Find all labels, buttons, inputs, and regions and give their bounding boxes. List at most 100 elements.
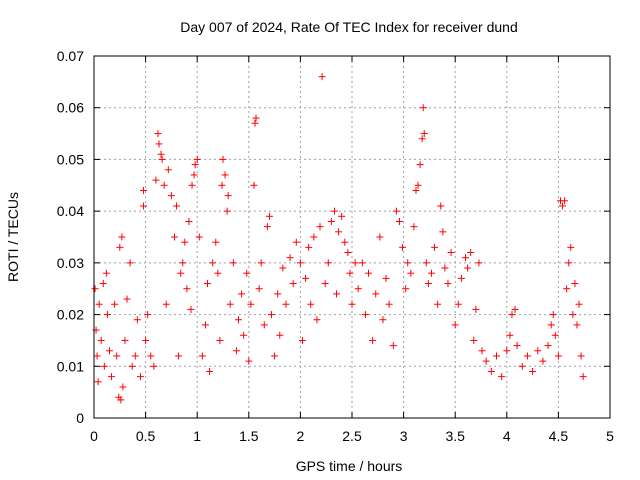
data-point [346, 269, 354, 277]
data-point [559, 202, 567, 210]
data-point [201, 321, 209, 329]
data-point [276, 331, 284, 339]
data-point [105, 347, 113, 355]
data-point [511, 305, 519, 313]
data-point [177, 269, 185, 277]
data-point [523, 352, 531, 360]
data-point [369, 336, 377, 344]
data-point [567, 243, 575, 251]
data-point [399, 243, 407, 251]
data-point [240, 331, 248, 339]
data-point [513, 342, 521, 350]
data-point [204, 280, 212, 288]
data-point [91, 285, 99, 293]
data-point [245, 357, 253, 365]
data-point [554, 352, 562, 360]
data-point [219, 155, 227, 163]
data-point [160, 181, 168, 189]
data-point [224, 192, 232, 200]
data-point [321, 280, 329, 288]
data-point [472, 305, 480, 313]
data-point [385, 300, 393, 308]
data-point [318, 73, 326, 81]
x-tick-label: 1 [193, 428, 201, 444]
data-point [296, 259, 304, 267]
data-point [404, 259, 412, 267]
data-point [250, 181, 258, 189]
data-point [419, 104, 427, 112]
data-point [544, 342, 552, 350]
data-point [181, 238, 189, 246]
data-point [354, 285, 362, 293]
x-tick-label: 5 [606, 428, 614, 444]
x-tick-label: 4 [503, 428, 511, 444]
data-point [234, 316, 242, 324]
data-point [307, 300, 315, 308]
y-tick-label: 0 [76, 410, 84, 426]
data-point [549, 311, 557, 319]
data-point [454, 300, 462, 308]
data-point [292, 238, 300, 246]
data-point [268, 311, 276, 319]
data-point [577, 352, 585, 360]
data-point [422, 259, 430, 267]
data-point [487, 367, 495, 375]
data-point [100, 362, 108, 370]
data-point [441, 264, 449, 272]
data-point [252, 114, 260, 122]
data-points [91, 73, 587, 404]
data-point [140, 202, 148, 210]
data-point [265, 212, 273, 220]
data-point [97, 336, 105, 344]
data-point [305, 243, 313, 251]
data-point [437, 202, 445, 210]
data-point [214, 269, 222, 277]
data-point [102, 269, 110, 277]
data-point [418, 135, 426, 143]
chart-title: Day 007 of 2024, Rate Of TEC Index for r… [180, 19, 517, 35]
data-point [316, 223, 324, 231]
data-point [188, 181, 196, 189]
data-point [529, 367, 537, 375]
data-point [232, 347, 240, 355]
data-point [379, 316, 387, 324]
data-point [427, 269, 435, 277]
data-point [341, 238, 349, 246]
data-point [142, 336, 150, 344]
data-point [94, 378, 102, 386]
x-tick-label: 0 [90, 428, 98, 444]
data-point [221, 171, 229, 179]
data-point [470, 336, 478, 344]
data-point [136, 373, 144, 381]
data-point [324, 259, 332, 267]
data-point [157, 150, 165, 158]
data-point [190, 171, 198, 179]
data-point [162, 300, 170, 308]
data-point [348, 300, 356, 308]
data-point [412, 186, 420, 194]
y-tick-label: 0.03 [57, 255, 84, 271]
data-point [128, 362, 136, 370]
data-point [420, 130, 428, 138]
data-point [286, 254, 294, 262]
data-point [298, 336, 306, 344]
x-tick-labels: 0 0.5 1 1.5 2 2.5 3 3.5 4 4.5 5 [90, 428, 614, 444]
data-point [158, 155, 166, 163]
data-point [492, 352, 500, 360]
data-point [365, 269, 373, 277]
data-point [99, 280, 107, 288]
data-point [209, 259, 217, 267]
x-axis-label: GPS time / hours [296, 458, 403, 474]
data-point [462, 254, 470, 262]
data-point [358, 259, 366, 267]
data-point [410, 223, 418, 231]
data-point [451, 321, 459, 329]
data-point [503, 347, 511, 355]
data-point [260, 321, 268, 329]
x-tick-label: 0.5 [136, 428, 156, 444]
data-point [95, 300, 103, 308]
data-point [327, 217, 335, 225]
data-point [243, 269, 251, 277]
x-tick-label: 2.5 [342, 428, 362, 444]
